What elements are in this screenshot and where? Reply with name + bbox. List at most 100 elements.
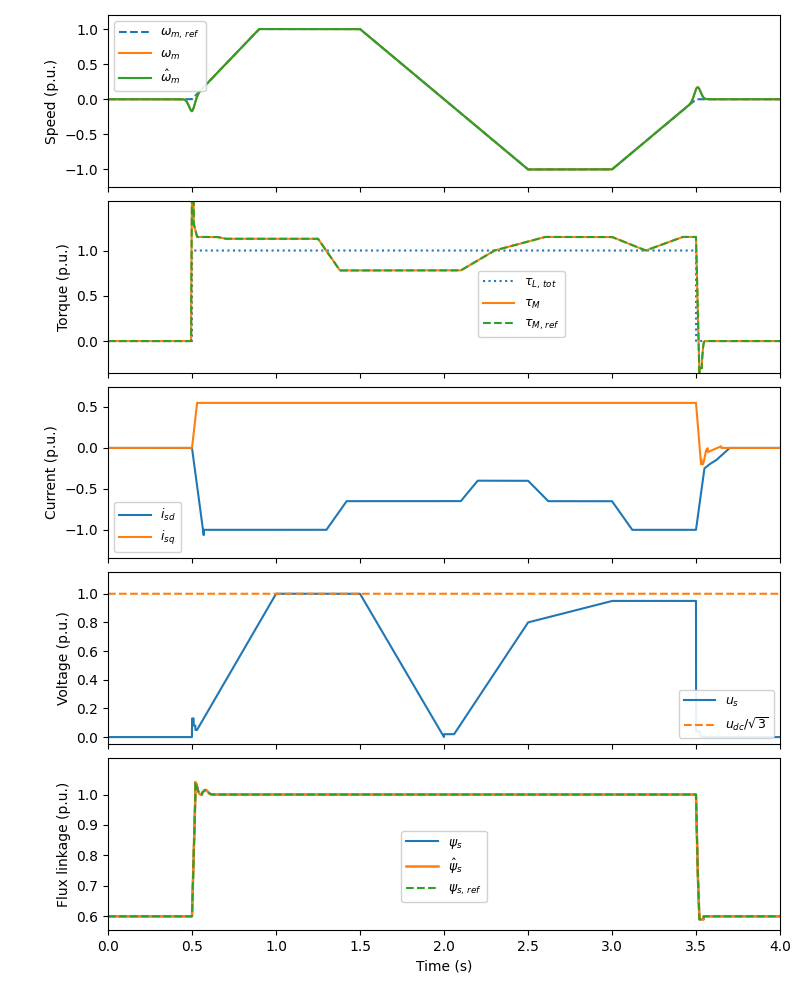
$\omega_m$	[254, 23, 264, 35]
$\tau_M$	[432, 264, 442, 276]
$\tau_{M,\,ref}$	[235, 233, 245, 245]
$\psi_s$	[190, 776, 200, 788]
$\tau_{M,\,ref}$	[188, 118, 198, 130]
$u_s$	[143, 731, 153, 743]
Line: $\tau_{M,\,ref}$: $\tau_{M,\,ref}$	[108, 124, 780, 372]
$i_{sd}$	[103, 442, 113, 454]
$\hat{\omega}_m$	[103, 93, 113, 105]
$\hat{\omega}_m$	[131, 93, 141, 105]
$\omega_{m,\,ref}$	[432, 87, 442, 99]
$\psi_s$	[131, 910, 141, 922]
$\psi_s$	[143, 910, 153, 922]
Line: $\tau_M$: $\tau_M$	[108, 124, 780, 372]
$\tau_{L,\,tot}$	[432, 245, 442, 257]
$\hat{\omega}_m$	[523, 163, 533, 175]
$\tau_{L,\,tot}$	[106, 335, 116, 347]
Line: $i_{sq}$: $i_{sq}$	[108, 403, 780, 464]
$i_{sd}$	[143, 442, 153, 454]
$\tau_{M,\,ref}$	[432, 264, 442, 276]
$u_s$	[103, 731, 113, 743]
$i_{sd}$	[432, 495, 442, 507]
$\hat{\psi}_s$	[694, 913, 704, 925]
$\hat{\omega}_m$	[432, 87, 442, 99]
$i_{sd}$	[235, 524, 245, 536]
$\omega_m$	[740, 93, 750, 105]
$\omega_{m,\,ref}$	[103, 93, 113, 105]
$\psi_{s,\,ref}$	[190, 776, 200, 788]
$\tau_M$	[235, 233, 245, 245]
$\omega_{m,\,ref}$	[106, 93, 116, 105]
$\tau_{M,\,ref}$	[106, 335, 116, 347]
$\tau_{M,\,ref}$	[694, 366, 704, 378]
$\psi_s$	[740, 910, 750, 922]
Legend: $\omega_{m,\,ref}$, $\omega_m$, $\hat{\omega}_m$: $\omega_{m,\,ref}$, $\omega_m$, $\hat{\o…	[114, 21, 206, 91]
Y-axis label: Current (p.u.): Current (p.u.)	[45, 426, 59, 519]
$u_{dc}/\sqrt{3}$	[131, 588, 141, 600]
$\omega_m$	[432, 87, 442, 99]
$\hat{\psi}_s$	[190, 776, 200, 788]
$\tau_{L,\,tot}$	[103, 335, 113, 347]
$i_{sd}$	[199, 529, 209, 541]
$i_{sq}$	[143, 442, 153, 454]
$\tau_{M,\,ref}$	[740, 335, 750, 347]
Line: $\psi_s$: $\psi_s$	[108, 782, 780, 919]
$\psi_{s,\,ref}$	[775, 910, 785, 922]
$\psi_s$	[432, 789, 442, 801]
$\omega_m$	[775, 93, 785, 105]
Line: $\omega_{m,\,ref}$: $\omega_{m,\,ref}$	[108, 29, 780, 169]
$u_{dc}/\sqrt{3}$	[103, 588, 113, 600]
$\tau_{L,\,tot}$	[740, 335, 750, 347]
$\omega_m$	[106, 93, 116, 105]
Line: $\tau_{L,\,tot}$: $\tau_{L,\,tot}$	[108, 251, 780, 341]
$\tau_{M,\,ref}$	[131, 335, 141, 347]
$\tau_{M,\,ref}$	[775, 335, 785, 347]
$\hat{\omega}_m$	[143, 93, 153, 105]
$\psi_s$	[235, 789, 245, 801]
Y-axis label: Torque (p.u.): Torque (p.u.)	[57, 243, 70, 331]
$\tau_{L,\,tot}$	[131, 335, 141, 347]
Line: $\hat{\omega}_m$: $\hat{\omega}_m$	[108, 29, 780, 169]
$\tau_{L,\,tot}$	[187, 245, 197, 257]
$u_{dc}/\sqrt{3}$	[739, 588, 749, 600]
$\psi_{s,\,ref}$	[432, 789, 442, 801]
$\tau_{L,\,tot}$	[775, 335, 785, 347]
$\hat{\psi}_s$	[131, 910, 141, 922]
Legend: $\tau_{L,\,tot}$, $\tau_M$, $\tau_{M,\,ref}$: $\tau_{L,\,tot}$, $\tau_M$, $\tau_{M,\,r…	[478, 271, 565, 337]
$i_{sq}$	[131, 442, 141, 454]
$\tau_M$	[106, 335, 116, 347]
$\tau_{L,\,tot}$	[143, 335, 153, 347]
$\hat{\psi}_s$	[106, 910, 116, 922]
$\hat{\psi}_s$	[235, 789, 245, 801]
Line: $u_s$: $u_s$	[108, 594, 780, 737]
Line: $\omega_m$: $\omega_m$	[108, 29, 780, 169]
$\omega_{m,\,ref}$	[775, 93, 785, 105]
Y-axis label: Voltage (p.u.): Voltage (p.u.)	[57, 611, 70, 705]
$i_{sq}$	[192, 397, 202, 409]
$\omega_{m,\,ref}$	[131, 93, 141, 105]
Y-axis label: Speed (p.u.): Speed (p.u.)	[45, 58, 59, 144]
Y-axis label: Flux linkage (p.u.): Flux linkage (p.u.)	[57, 781, 70, 907]
$u_s$	[740, 731, 750, 743]
$i_{sd}$	[775, 442, 785, 454]
Legend: $\psi_s$, $\hat{\psi}_s$, $\psi_{s,\,ref}$: $\psi_s$, $\hat{\psi}_s$, $\psi_{s,\,ref…	[402, 831, 486, 902]
$\hat{\omega}_m$	[740, 93, 750, 105]
$\tau_{M,\,ref}$	[103, 335, 113, 347]
$i_{sd}$	[131, 442, 141, 454]
$\omega_{m,\,ref}$	[235, 43, 245, 55]
$i_{sd}$	[740, 442, 750, 454]
$u_s$	[432, 718, 442, 730]
$\psi_{s,\,ref}$	[694, 913, 704, 925]
$\hat{\omega}_m$	[254, 23, 264, 35]
$\hat{\psi}_s$	[432, 789, 442, 801]
Line: $i_{sd}$: $i_{sd}$	[108, 448, 780, 535]
$\psi_{s,\,ref}$	[106, 910, 116, 922]
$\omega_m$	[131, 93, 141, 105]
$u_{dc}/\sqrt{3}$	[775, 588, 785, 600]
$i_{sq}$	[698, 458, 707, 470]
$\psi_{s,\,ref}$	[143, 910, 153, 922]
$i_{sq}$	[103, 442, 113, 454]
$\omega_m$	[235, 43, 245, 55]
$u_s$	[775, 731, 785, 743]
$\hat{\psi}_s$	[775, 910, 785, 922]
$\hat{\omega}_m$	[106, 93, 116, 105]
